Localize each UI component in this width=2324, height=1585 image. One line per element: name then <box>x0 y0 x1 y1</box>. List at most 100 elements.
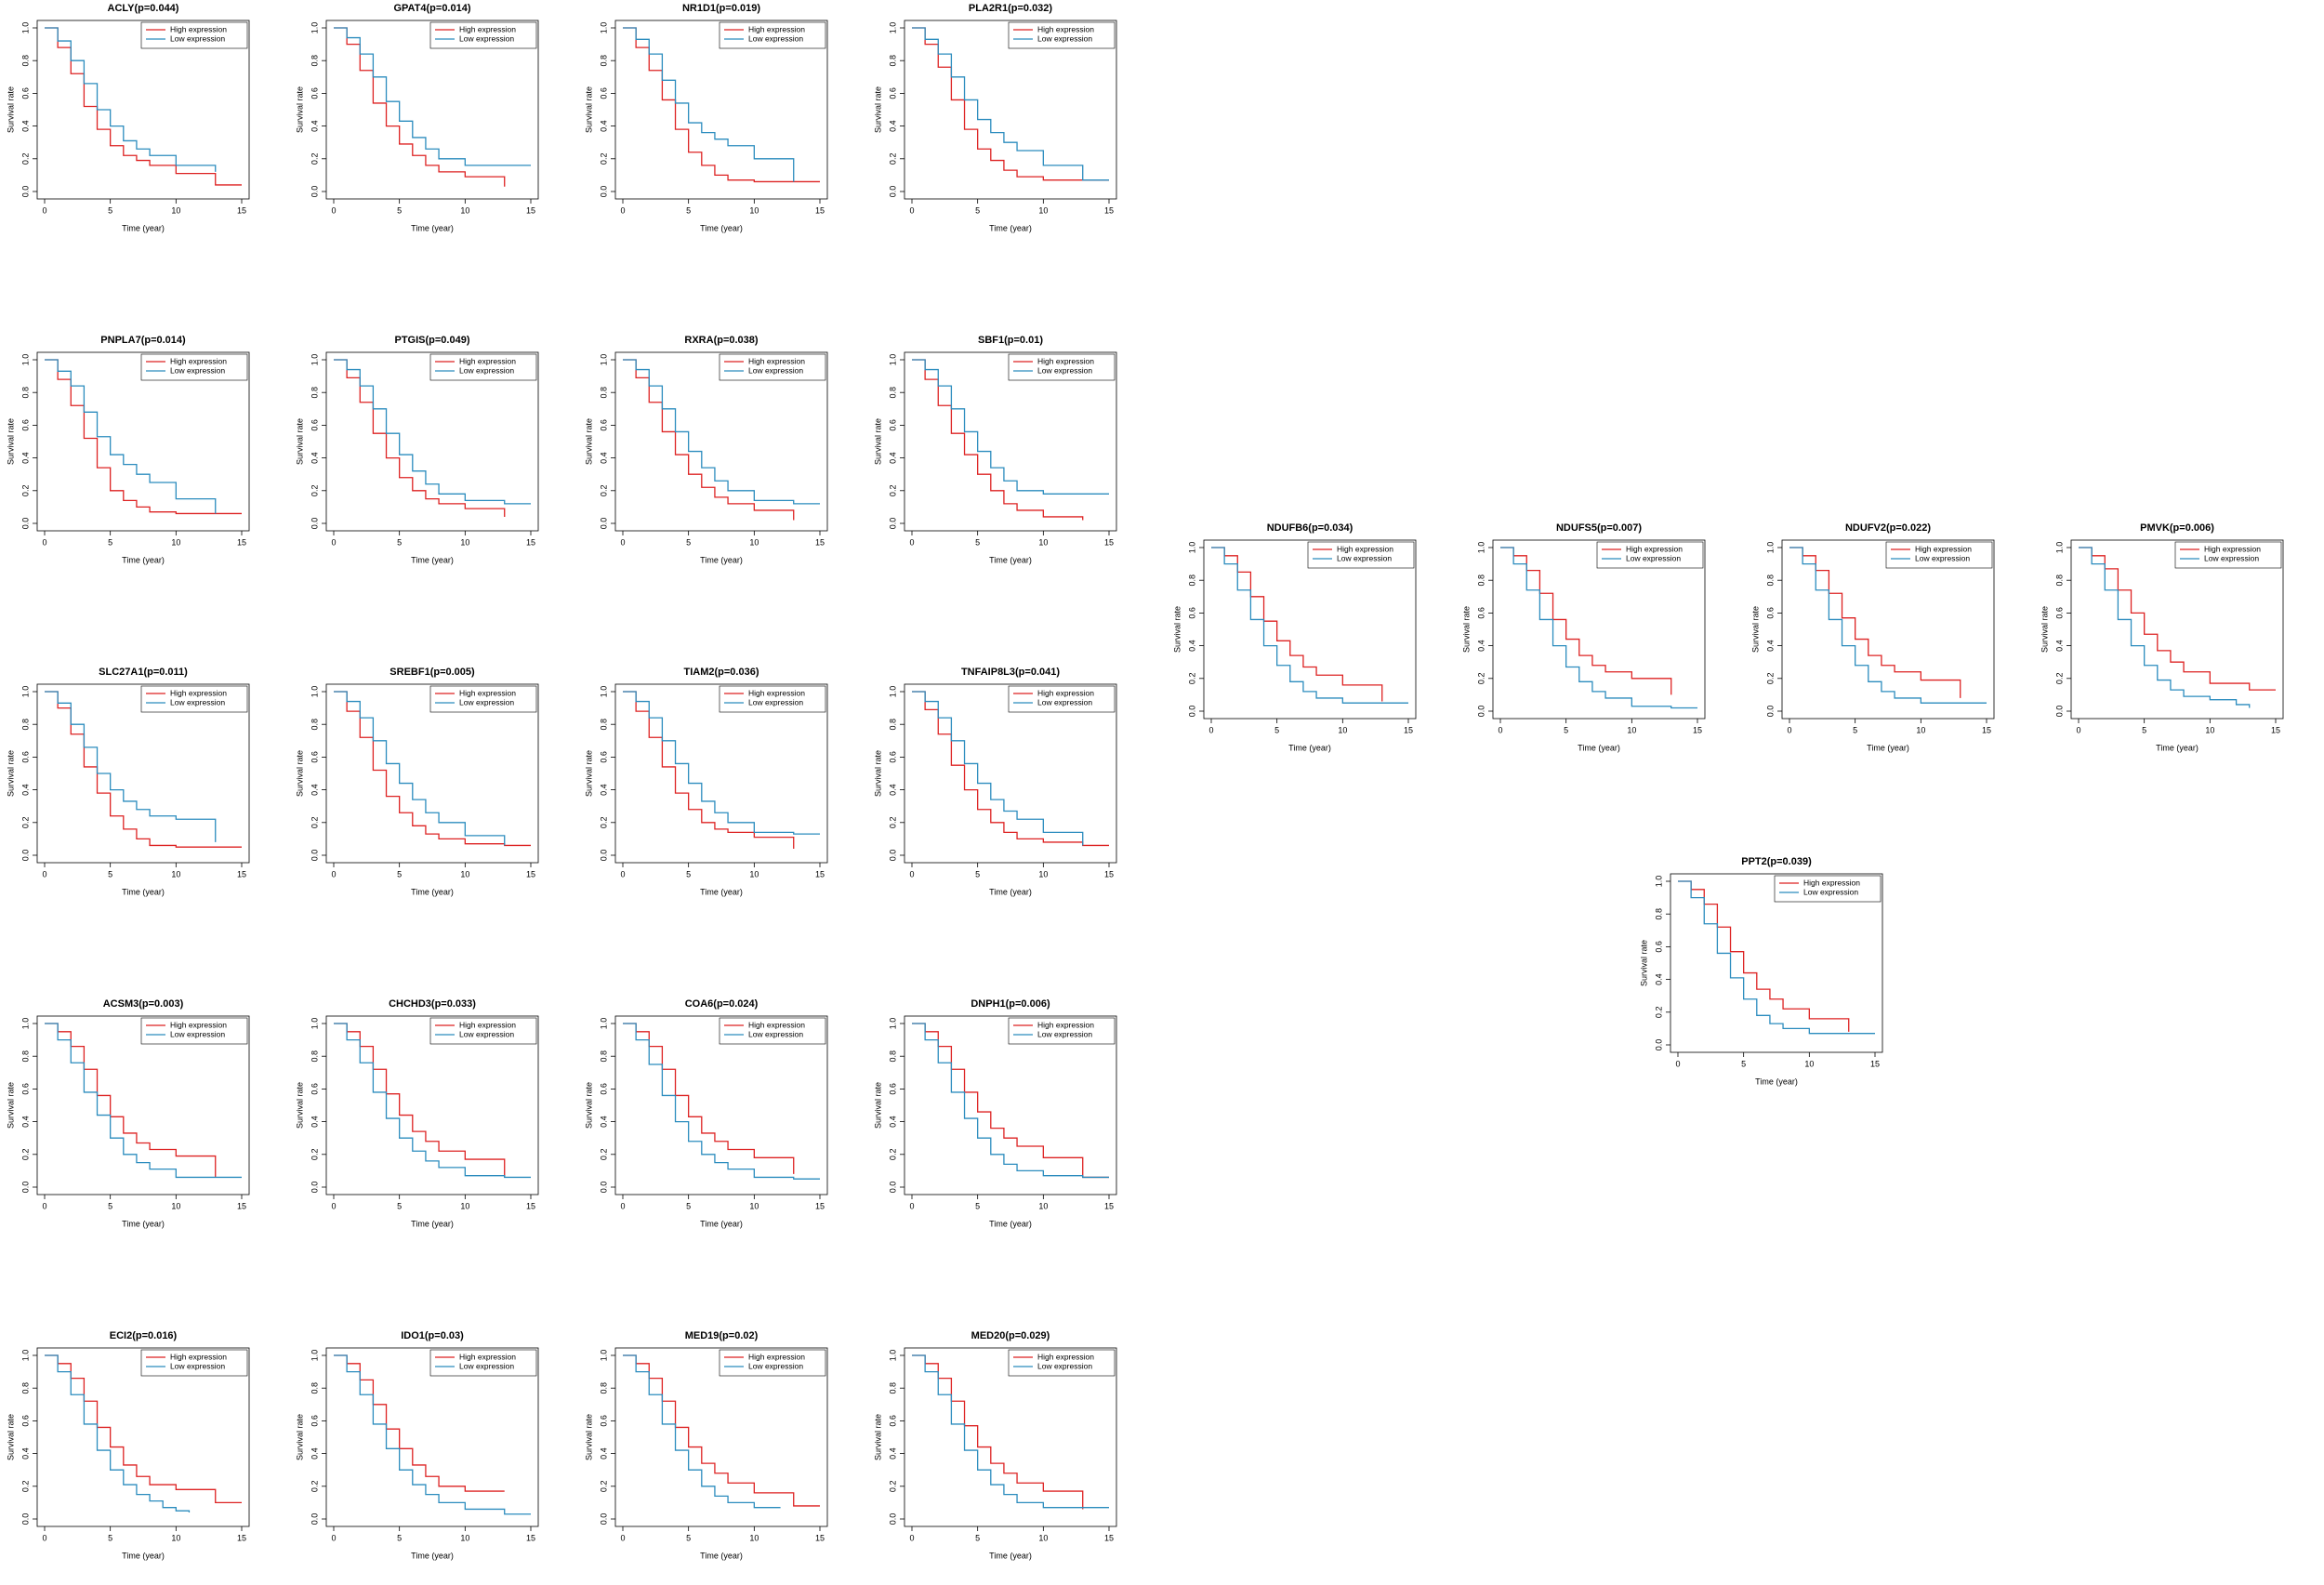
y-tick-label: 0.6 <box>1654 941 1663 953</box>
y-tick-label: 0.8 <box>310 55 319 67</box>
y-tick-label: 0.6 <box>310 1415 319 1427</box>
plot-frame <box>36 351 250 532</box>
y-tick-label: 0.8 <box>20 1050 30 1063</box>
chart-title: NR1D1(p=0.019) <box>682 3 760 14</box>
y-tick-label: 0.0 <box>599 186 608 198</box>
x-tick-label: 15 <box>815 537 825 547</box>
y-tick-label: 0.8 <box>888 1382 897 1394</box>
y-axis-label: Survival rate <box>584 418 593 465</box>
x-tick-label: 5 <box>686 1533 691 1542</box>
y-tick-label: 0.8 <box>888 55 897 67</box>
legend-box <box>719 1349 826 1377</box>
chart-title: ACSM3(p=0.003) <box>103 998 184 1010</box>
y-tick-label: 0.6 <box>888 419 897 431</box>
legend-box <box>429 685 537 713</box>
y-tick-label: 0.2 <box>888 1149 897 1161</box>
legend-label: Low expression <box>1037 1029 1092 1038</box>
y-tick-label: 0.0 <box>888 850 897 862</box>
x-axis-label: Time (year) <box>411 555 454 564</box>
survival-curve <box>2079 547 2276 691</box>
y-axis-label: Survival rate <box>295 1414 304 1460</box>
x-tick-label: 0 <box>1498 725 1502 734</box>
legend-box <box>1307 541 1415 569</box>
legend-label: Low expression <box>1037 33 1092 43</box>
y-tick-label: 0.2 <box>888 485 897 497</box>
y-axis-label: Survival rate <box>6 418 15 465</box>
x-axis-label: Time (year) <box>989 1219 1032 1228</box>
y-tick-label: 0.2 <box>599 1481 608 1493</box>
x-tick-label: 0 <box>620 869 625 878</box>
km-panel: CHCHD3(p=0.033) 0.0 0.2 0.4 0.6 0.8 1.0 0 5 10 15 T… <box>295 998 539 1228</box>
y-tick-label: 0.8 <box>310 1382 319 1394</box>
y-tick-label: 0.2 <box>888 153 897 165</box>
plot-frame <box>614 20 828 200</box>
y-tick-label: 0.0 <box>310 1513 319 1526</box>
survival-curve <box>45 27 242 186</box>
y-axis-label: Survival rate <box>6 1082 15 1129</box>
legend-box <box>719 353 826 381</box>
x-tick-label: 5 <box>1741 1059 1746 1068</box>
legend-label: High expression <box>170 688 227 697</box>
y-tick-label: 0.6 <box>888 1083 897 1095</box>
survival-curve <box>623 691 795 849</box>
legend-box <box>140 353 248 381</box>
x-tick-label: 15 <box>1104 1533 1114 1542</box>
km-panel: MED19(p=0.02) 0.0 0.2 0.4 0.6 0.8 1.0 0 5 10 15 Tim… <box>584 1330 828 1560</box>
chart-title: NDUFB6(p=0.034) <box>1267 522 1353 534</box>
y-tick-label: 1.0 <box>1187 542 1196 554</box>
survival-curve <box>334 359 531 505</box>
y-axis-label: Survival rate <box>873 418 882 465</box>
km-panel: TNFAIP8L3(p=0.041) 0.0 0.2 0.4 0.6 0.8 1.0 0 5 10… <box>873 667 1117 896</box>
y-tick-label: 0.0 <box>20 1182 30 1194</box>
survival-curve <box>623 1023 795 1174</box>
x-tick-label: 10 <box>171 1533 180 1542</box>
y-axis-label: Survival rate <box>584 1082 593 1129</box>
x-tick-label: 0 <box>331 1533 336 1542</box>
legend-label: High expression <box>170 24 227 33</box>
plot-frame <box>36 1347 250 1527</box>
km-panel: IDO1(p=0.03) 0.0 0.2 0.4 0.6 0.8 1.0 0 5 10 15 Time… <box>295 1330 539 1560</box>
legend-label: Low expression <box>1337 553 1392 562</box>
survival-curve <box>1211 547 1408 704</box>
x-tick-label: 0 <box>2076 725 2080 734</box>
y-tick-label: 0.8 <box>599 387 608 399</box>
legend-label: Low expression <box>1915 553 1970 562</box>
survival-curve <box>1789 547 1961 698</box>
chart-title: PNPLA7(p=0.014) <box>100 335 186 346</box>
y-tick-label: 0.4 <box>888 452 897 464</box>
y-tick-label: 0.2 <box>888 817 897 829</box>
y-tick-label: 0.8 <box>888 1050 897 1063</box>
y-tick-label: 0.6 <box>20 1415 30 1427</box>
survival-curve <box>334 359 506 517</box>
legend-box <box>1008 685 1116 713</box>
km-panel: PPT2(p=0.039) 0.0 0.2 0.4 0.6 0.8 1.0 0 5 10 15 Tim… <box>1639 856 1883 1086</box>
y-tick-label: 0.2 <box>20 153 30 165</box>
x-tick-label: 0 <box>620 205 625 215</box>
legend-label: High expression <box>459 356 516 365</box>
legend-label: Low expression <box>1037 1361 1092 1370</box>
x-tick-label: 15 <box>1104 1201 1114 1210</box>
plot-frame <box>904 20 1117 200</box>
survival-curve <box>623 27 820 183</box>
y-tick-label: 0.2 <box>599 1149 608 1161</box>
y-tick-label: 0.0 <box>20 1513 30 1526</box>
km-panel: SLC27A1(p=0.011) 0.0 0.2 0.4 0.6 0.8 1.0 0 5 10 15… <box>6 667 250 896</box>
y-tick-label: 1.0 <box>310 1018 319 1030</box>
x-tick-label: 5 <box>108 205 112 215</box>
survival-curve <box>45 691 242 848</box>
legend-label: Low expression <box>170 1361 225 1370</box>
survival-curve <box>45 691 217 842</box>
x-tick-label: 0 <box>620 1201 625 1210</box>
x-tick-label: 0 <box>909 205 914 215</box>
legend-label: High expression <box>1037 1352 1094 1361</box>
y-tick-label: 0.2 <box>310 153 319 165</box>
x-tick-label: 10 <box>749 205 759 215</box>
y-tick-label: 0.0 <box>310 518 319 530</box>
x-tick-label: 15 <box>526 1201 535 1210</box>
y-tick-label: 0.8 <box>310 387 319 399</box>
survival-curve <box>334 1023 531 1179</box>
x-tick-label: 5 <box>975 1201 980 1210</box>
y-tick-label: 0.4 <box>310 1116 319 1128</box>
survival-curve <box>1500 547 1697 709</box>
x-axis-label: Time (year) <box>122 1551 165 1560</box>
